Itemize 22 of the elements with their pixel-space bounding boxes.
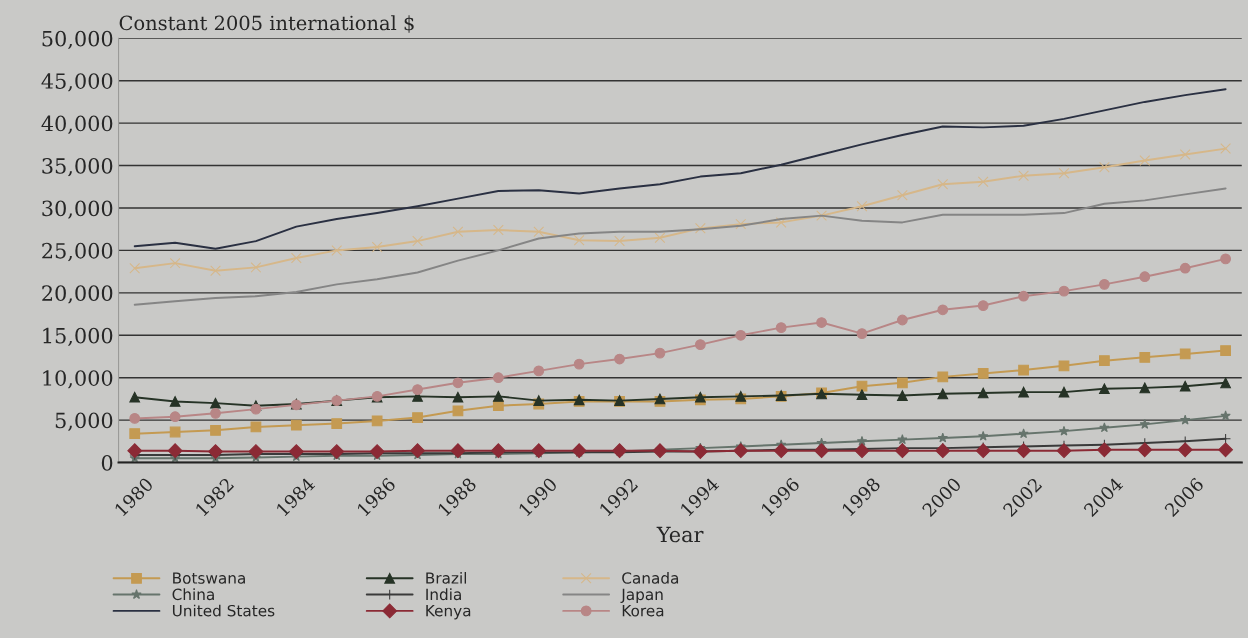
- legend-label: Brazil: [426, 572, 467, 584]
- y-tick-label: 50,000: [42, 30, 113, 50]
- y-tick-label: 5,000: [55, 412, 113, 431]
- y-tick-label: 20,000: [42, 285, 113, 304]
- legend-label: China: [172, 588, 214, 601]
- legend-label: Japan: [620, 588, 663, 604]
- legend-label: Korea: [622, 605, 664, 617]
- y-tick-label: 30,000: [42, 200, 113, 219]
- y-tick-label: 0: [101, 455, 113, 471]
- y-tick-label: 15,000: [43, 327, 113, 347]
- legend-label: United States: [172, 604, 275, 617]
- x-axis-title: Year: [656, 526, 704, 543]
- y-axis-title: Constant 2005 international $: [119, 15, 414, 33]
- legend-label: Botswana: [173, 572, 245, 584]
- y-tick-label: 35,000: [42, 158, 113, 177]
- legend-label: Canada: [622, 572, 679, 584]
- legend-label: Kenya: [426, 605, 471, 620]
- y-tick-label: 45,000: [41, 73, 113, 92]
- y-tick-label: 10,000: [43, 370, 113, 389]
- y-tick-label: 25,000: [42, 242, 113, 262]
- legend-label: India: [426, 588, 461, 601]
- y-tick-label: 40,000: [41, 115, 113, 134]
